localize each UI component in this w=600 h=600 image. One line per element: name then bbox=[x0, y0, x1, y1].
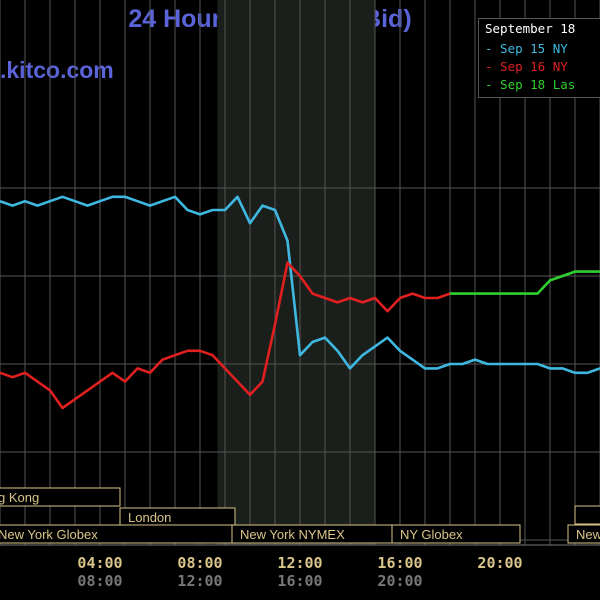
session-ny-globex-label: New York Globex bbox=[0, 527, 98, 542]
site-label: kitco.com bbox=[6, 57, 114, 83]
x-tick-label: 16:00 bbox=[377, 554, 422, 572]
x-tick-label-secondary: 20:00 bbox=[377, 572, 422, 590]
session-new-label: New bbox=[576, 527, 600, 542]
legend-item-sep15: - Sep 15 NY bbox=[485, 41, 568, 56]
session-ny-globex-2-box bbox=[391, 524, 521, 544]
x-tick-label: 04:00 bbox=[77, 554, 122, 572]
legend: September 18 - Sep 15 NY - Sep 16 NY - S… bbox=[478, 18, 600, 98]
legend-item-sep18: - Sep 18 Las bbox=[485, 77, 576, 92]
site-watermark: .kitco.com bbox=[0, 57, 114, 84]
dot-icon: . bbox=[0, 57, 7, 83]
session-hong-kong-box bbox=[0, 487, 121, 507]
x-tick-label-secondary: 16:00 bbox=[277, 572, 322, 590]
series-line-sep-16-ny bbox=[0, 261, 451, 410]
session-hong-kong-label: g Kong bbox=[0, 490, 39, 505]
legend-item-sep16: - Sep 16 NY bbox=[485, 59, 568, 74]
series-line-sep-15-ny bbox=[0, 195, 600, 375]
x-tick-label: 12:00 bbox=[277, 554, 322, 572]
x-tick-label: 20:00 bbox=[477, 554, 522, 572]
session-ny-globex-2-label: NY Globex bbox=[400, 527, 463, 542]
series-line-sep-18-las bbox=[450, 270, 600, 295]
x-tick-label-secondary: 08:00 bbox=[77, 572, 122, 590]
session-small-box bbox=[574, 505, 600, 525]
x-tick-label: 08:00 bbox=[177, 554, 222, 572]
session-ny-nymex-label: New York NYMEX bbox=[240, 527, 345, 542]
session-london-label: London bbox=[128, 510, 171, 525]
session-new-box bbox=[567, 524, 600, 544]
x-tick-label-secondary: 12:00 bbox=[177, 572, 222, 590]
legend-header: September 18 bbox=[485, 21, 576, 36]
